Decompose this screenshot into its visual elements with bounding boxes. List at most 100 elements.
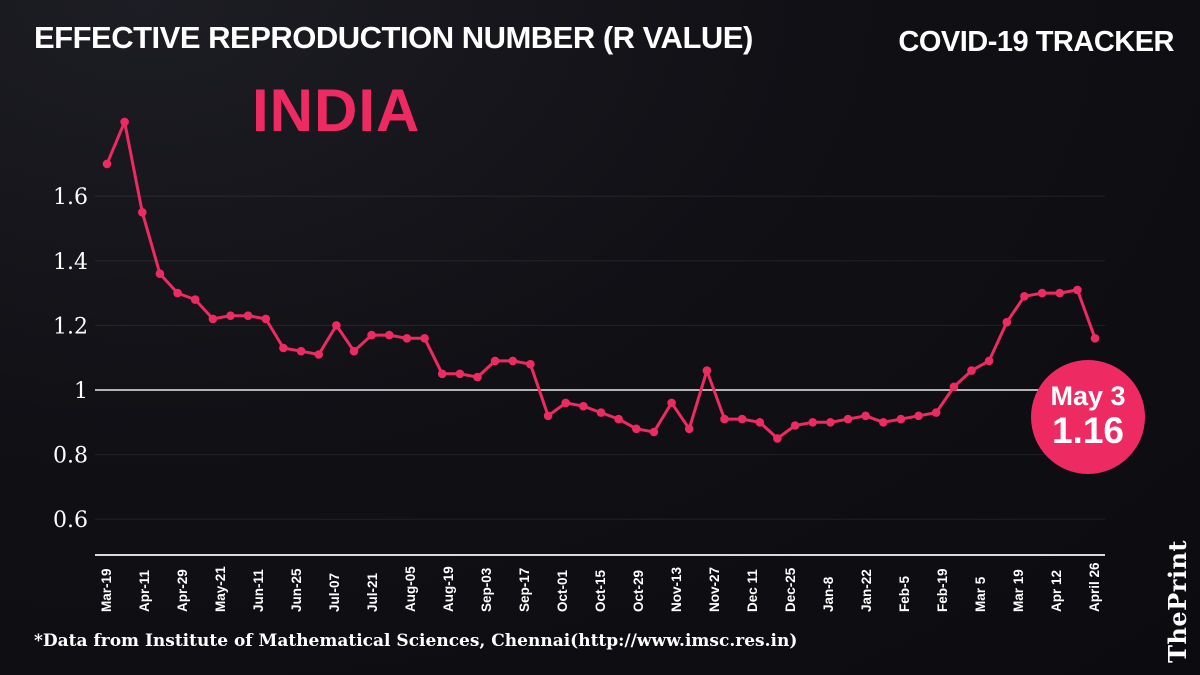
data-point <box>702 366 712 375</box>
data-point <box>261 314 271 324</box>
data-point <box>349 346 359 356</box>
page-title: EFFECTIVE REPRODUCTION NUMBER (R VALUE) <box>34 20 753 55</box>
data-point <box>543 411 553 421</box>
data-point <box>614 414 623 424</box>
data-point <box>649 427 659 437</box>
data-point <box>632 424 641 434</box>
data-point <box>843 414 853 424</box>
r-value-line <box>105 120 1097 440</box>
x-axis-label: Apr-11 <box>137 569 152 612</box>
x-axis-label: Jun-25 <box>289 568 304 612</box>
data-point <box>138 208 147 217</box>
x-axis-label: Jan-8 <box>821 576 836 612</box>
data-point <box>120 117 129 127</box>
data-point <box>667 398 676 408</box>
brand-wordmark: ThePrint <box>1163 540 1192 663</box>
data-point <box>720 414 729 424</box>
x-axis-label: Mar-19 <box>99 568 114 612</box>
tracker-label: COVID-19 TRACKER <box>898 26 1174 58</box>
data-point <box>1037 288 1047 298</box>
data-point <box>420 334 429 343</box>
data-point <box>1073 285 1082 295</box>
data-point <box>579 401 588 411</box>
data-point <box>314 350 324 359</box>
data-point <box>684 424 694 434</box>
y-axis-label: 1.6 <box>53 185 88 210</box>
data-point <box>896 414 906 424</box>
x-axis-label: Jun-11 <box>251 569 266 612</box>
y-axis-label: 1 <box>74 379 88 404</box>
data-point <box>385 330 394 340</box>
x-axis-label: Apr-29 <box>175 569 190 612</box>
data-point <box>561 398 570 408</box>
data-point <box>190 295 200 304</box>
x-axis-label: Mar 5 <box>973 576 988 612</box>
data-point <box>526 359 535 369</box>
data-point <box>173 288 182 298</box>
data-point <box>808 418 817 427</box>
data-point <box>332 321 341 330</box>
x-axis-label: Oct-01 <box>555 569 570 612</box>
x-axis-label: Dec-25 <box>783 567 798 612</box>
data-point <box>755 418 765 427</box>
data-point <box>473 372 482 382</box>
data-point <box>984 356 994 366</box>
data-point <box>367 330 376 340</box>
x-axis-label: April 26 <box>1087 562 1102 612</box>
latest-value-badge: May 3 1.16 <box>1031 360 1145 474</box>
y-axis-label: 1.2 <box>53 314 88 339</box>
data-point <box>490 356 500 366</box>
data-point <box>967 366 976 375</box>
x-axis-label: Jul-07 <box>327 573 342 612</box>
x-axis-label: Sep-03 <box>479 567 494 612</box>
y-axis-label: 0.6 <box>53 508 88 533</box>
x-axis-label: Aug-19 <box>441 566 456 612</box>
x-axis-label: Oct-29 <box>631 570 646 612</box>
x-axis-label: Nov-27 <box>707 567 722 612</box>
data-point <box>773 434 782 443</box>
y-axis-label: 1.4 <box>53 250 88 275</box>
x-axis-label: Apr 12 <box>1049 570 1064 612</box>
data-point <box>596 408 606 417</box>
badge-value: 1.16 <box>1051 409 1124 451</box>
data-point <box>826 418 835 427</box>
data-point <box>102 159 112 169</box>
data-point <box>949 382 959 392</box>
data-point <box>1090 334 1100 343</box>
data-point <box>437 369 447 379</box>
data-point <box>737 414 747 424</box>
x-axis-label: Jul-21 <box>365 572 380 612</box>
data-point <box>208 314 218 324</box>
data-point <box>243 311 253 321</box>
x-axis-label: Sep-17 <box>517 568 532 612</box>
data-point <box>508 356 518 366</box>
data-point <box>1055 288 1064 298</box>
badge-date: May 3 <box>1050 380 1126 411</box>
data-source-note: *Data from Institute of Mathematical Sci… <box>34 631 798 651</box>
x-axis-label: Feb-5 <box>897 576 912 612</box>
data-point <box>279 343 288 353</box>
data-point <box>455 369 465 379</box>
x-axis-label: Aug-05 <box>403 566 418 612</box>
data-point <box>1002 317 1012 327</box>
x-axis-label: Jan-22 <box>859 569 874 612</box>
data-point <box>402 334 412 343</box>
data-point <box>879 418 888 427</box>
x-axis-label: May-21 <box>213 566 228 612</box>
country-subtitle: INDIA <box>252 77 421 144</box>
data-point <box>914 411 923 421</box>
x-axis-label: Feb-19 <box>935 568 950 612</box>
y-axis-label: 0.8 <box>53 444 88 469</box>
data-point <box>931 408 941 417</box>
data-point <box>226 311 235 321</box>
x-axis-label: Dec 11 <box>745 569 760 612</box>
data-point <box>790 421 800 430</box>
data-point <box>296 346 306 356</box>
data-point <box>1020 292 1029 301</box>
data-point <box>861 411 870 421</box>
x-axis-label: Nov-13 <box>669 566 684 612</box>
x-axis-label: Oct-15 <box>593 569 608 612</box>
data-point <box>155 269 165 279</box>
x-axis-label: Mar 19 <box>1011 569 1026 612</box>
